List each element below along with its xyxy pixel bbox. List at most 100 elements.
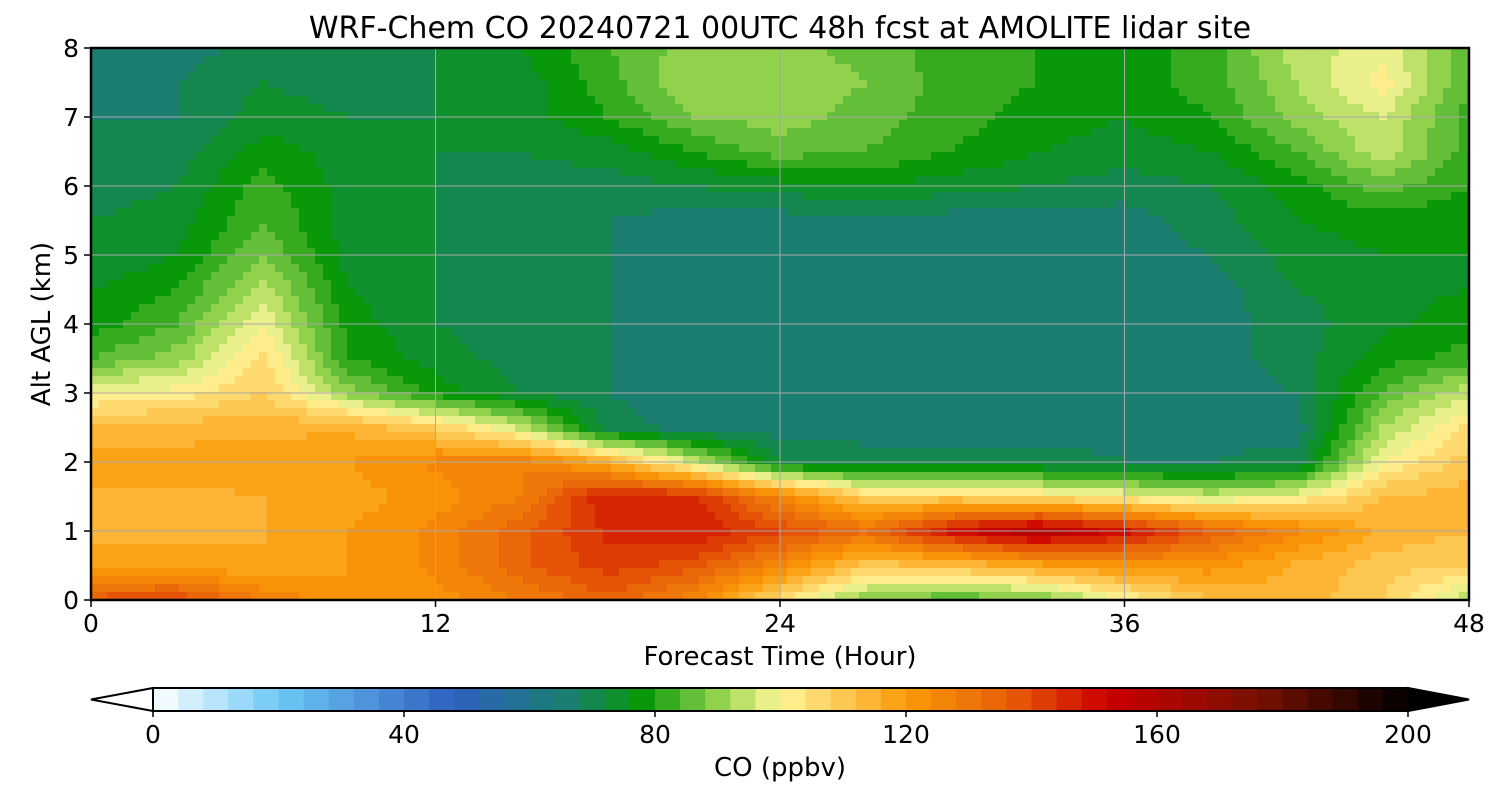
- heatmap-cell: [131, 176, 140, 185]
- heatmap-cell: [155, 56, 164, 65]
- heatmap-cell: [155, 88, 164, 97]
- heatmap-cell: [1331, 256, 1340, 265]
- heatmap-cell: [211, 80, 220, 89]
- heatmap-cell: [987, 48, 996, 57]
- heatmap-cell: [211, 264, 220, 273]
- heatmap-cell: [155, 248, 164, 257]
- heatmap-cell: [347, 104, 356, 113]
- heatmap-cell: [691, 248, 700, 257]
- heatmap-cell: [227, 256, 236, 265]
- heatmap-cell: [907, 272, 916, 281]
- heatmap-cell: [875, 56, 884, 65]
- heatmap-cell: [499, 152, 508, 161]
- heatmap-cell: [787, 240, 796, 249]
- heatmap-cell: [851, 240, 860, 249]
- heatmap-cell: [667, 120, 676, 129]
- heatmap-cell: [827, 104, 836, 113]
- heatmap-cell: [1379, 56, 1388, 65]
- heatmap-cell: [747, 112, 756, 121]
- heatmap-cell: [483, 232, 492, 241]
- heatmap-cell: [683, 64, 692, 73]
- heatmap-cell: [467, 240, 476, 249]
- heatmap-cell: [1227, 200, 1236, 209]
- heatmap-cell: [195, 136, 204, 145]
- heatmap-cell: [99, 176, 108, 185]
- heatmap-cell: [1011, 104, 1020, 113]
- heatmap-cell: [1291, 64, 1300, 73]
- heatmap-cell: [571, 112, 580, 121]
- heatmap-cell: [579, 88, 588, 97]
- heatmap-cell: [947, 216, 956, 225]
- heatmap-cell: [835, 80, 844, 89]
- heatmap-cell: [1411, 56, 1420, 65]
- heatmap-cell: [467, 104, 476, 113]
- heatmap-cell: [203, 184, 212, 193]
- heatmap-cell: [1155, 200, 1164, 209]
- heatmap-cell: [219, 168, 228, 177]
- heatmap-cell: [1091, 112, 1100, 121]
- heatmap-cell: [547, 224, 556, 233]
- heatmap-cell: [611, 96, 620, 105]
- heatmap-cell: [923, 112, 932, 121]
- heatmap-cell: [1259, 272, 1268, 281]
- heatmap-cell: [379, 176, 388, 185]
- heatmap-cell: [1123, 200, 1132, 209]
- heatmap-cell: [1339, 184, 1348, 193]
- heatmap-cell: [323, 48, 332, 57]
- heatmap-cell: [1427, 192, 1436, 201]
- heatmap-cell: [299, 56, 308, 65]
- heatmap-cell: [691, 96, 700, 105]
- heatmap-cell: [1443, 120, 1452, 129]
- heatmap-cell: [411, 112, 420, 121]
- heatmap-cell: [715, 64, 724, 73]
- heatmap-cell: [395, 144, 404, 153]
- heatmap-cell: [691, 120, 700, 129]
- heatmap-cell: [947, 208, 956, 217]
- heatmap-cell: [691, 240, 700, 249]
- heatmap-cell: [755, 56, 764, 65]
- heatmap-cell: [699, 224, 708, 233]
- heatmap-cell: [811, 80, 820, 89]
- heatmap-cell: [291, 208, 300, 217]
- heatmap-cell: [715, 248, 724, 257]
- heatmap-cell: [699, 184, 708, 193]
- heatmap-cell: [1291, 192, 1300, 201]
- heatmap-cell: [499, 64, 508, 73]
- heatmap-cell: [627, 48, 636, 57]
- heatmap-cell: [155, 96, 164, 105]
- heatmap-cell: [499, 184, 508, 193]
- heatmap-cell: [1275, 272, 1284, 281]
- heatmap-cell: [643, 48, 652, 57]
- heatmap-cell: [1363, 136, 1372, 145]
- heatmap-cell: [1019, 88, 1028, 97]
- heatmap-cell: [179, 192, 188, 201]
- heatmap-cell: [1027, 176, 1036, 185]
- heatmap-cell: [723, 168, 732, 177]
- heatmap-cell: [1387, 232, 1396, 241]
- heatmap-cell: [347, 72, 356, 81]
- heatmap-cell: [1275, 112, 1284, 121]
- heatmap-cell: [1163, 248, 1172, 257]
- heatmap-cell: [1003, 88, 1012, 97]
- heatmap-cell: [275, 96, 284, 105]
- heatmap-cell: [483, 176, 492, 185]
- heatmap-cell: [947, 192, 956, 201]
- heatmap-cell: [395, 168, 404, 177]
- heatmap-cell: [147, 64, 156, 73]
- heatmap-cell: [275, 272, 284, 281]
- heatmap-cell: [1155, 96, 1164, 105]
- heatmap-cell: [283, 184, 292, 193]
- heatmap-cell: [579, 224, 588, 233]
- heatmap-cell: [1419, 48, 1428, 57]
- heatmap-cell: [115, 80, 124, 89]
- heatmap-cell: [139, 192, 148, 201]
- heatmap-cell: [395, 224, 404, 233]
- heatmap-cell: [251, 72, 260, 81]
- heatmap-cell: [675, 88, 684, 97]
- heatmap-cell: [635, 168, 644, 177]
- heatmap-cell: [1115, 64, 1124, 73]
- heatmap-cell: [115, 96, 124, 105]
- heatmap-cell: [515, 176, 524, 185]
- heatmap-cell: [1211, 72, 1220, 81]
- heatmap-cell: [99, 56, 108, 65]
